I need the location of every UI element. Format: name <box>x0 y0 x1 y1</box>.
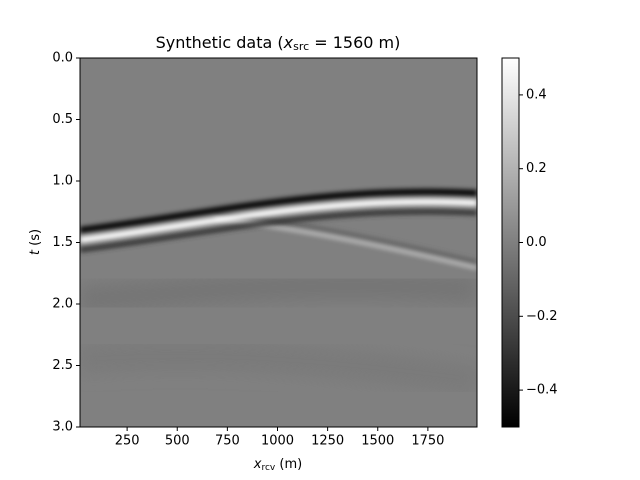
y-axis-label: t (s) <box>28 229 43 255</box>
y-tick-label: 1.0 <box>52 174 73 189</box>
x-tick-label: 1000 <box>261 434 294 449</box>
colorbar-tick-label: −0.4 <box>526 383 558 398</box>
x-tick-label: 1750 <box>411 434 444 449</box>
chart-title: Synthetic data (xsrc = 1560 m) <box>156 33 401 54</box>
y-tick-label: 2.0 <box>52 297 73 312</box>
y-tick-label: 0.5 <box>52 112 73 127</box>
colorbar-tick-label: 0.4 <box>526 87 547 102</box>
x-axis-label: xrcv (m) <box>253 457 302 473</box>
y-tick-label: 3.0 <box>52 420 73 435</box>
colorbar-tick-label: 0.2 <box>526 161 547 176</box>
y-tick-label: 1.5 <box>52 235 73 250</box>
x-tick-label: 500 <box>165 434 190 449</box>
x-tick-label: 1250 <box>311 434 344 449</box>
colorbar-tick-label: 0.0 <box>526 235 547 250</box>
colorbar <box>501 57 520 428</box>
seismic-image <box>80 58 477 427</box>
y-tick-label: 0.0 <box>52 51 73 66</box>
x-tick-label: 250 <box>115 434 140 449</box>
x-tick-label: 1500 <box>361 434 394 449</box>
x-tick-label: 750 <box>215 434 240 449</box>
colorbar-tick-label: −0.2 <box>526 309 558 324</box>
y-tick-label: 2.5 <box>52 358 73 373</box>
